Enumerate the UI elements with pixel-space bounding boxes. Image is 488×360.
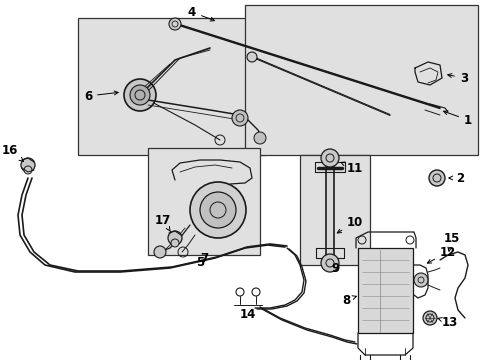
Text: 3: 3	[447, 72, 467, 85]
Circle shape	[413, 273, 427, 287]
Text: 17: 17	[155, 213, 171, 231]
Text: 15: 15	[443, 231, 459, 251]
Bar	[148, 148, 260, 255]
Text: 8: 8	[341, 293, 356, 306]
Circle shape	[169, 18, 181, 30]
Text: 16: 16	[2, 144, 23, 161]
Text: 4: 4	[187, 5, 214, 21]
Circle shape	[190, 182, 245, 238]
Text: 6: 6	[84, 90, 118, 103]
Circle shape	[320, 254, 338, 272]
Bar	[357, 248, 412, 333]
Circle shape	[246, 52, 257, 62]
Text: 7: 7	[200, 252, 207, 265]
Text: 11: 11	[340, 162, 363, 175]
Bar	[244, 5, 477, 155]
Text: 13: 13	[437, 315, 457, 328]
Circle shape	[320, 149, 338, 167]
Circle shape	[171, 239, 179, 247]
Circle shape	[168, 231, 182, 245]
Circle shape	[422, 311, 436, 325]
Circle shape	[130, 85, 150, 105]
Text: 12: 12	[427, 246, 455, 263]
Circle shape	[21, 158, 35, 172]
Text: 14: 14	[239, 309, 256, 321]
Bar	[78, 18, 264, 155]
Circle shape	[253, 132, 265, 144]
Bar	[299, 155, 369, 265]
Circle shape	[124, 79, 156, 111]
Circle shape	[200, 192, 236, 228]
Text: 1: 1	[443, 111, 471, 126]
Circle shape	[154, 246, 165, 258]
Circle shape	[24, 166, 32, 174]
Circle shape	[428, 170, 444, 186]
Text: 2: 2	[448, 171, 463, 184]
Text: 10: 10	[337, 216, 363, 233]
Text: 9: 9	[330, 261, 339, 274]
Circle shape	[231, 110, 247, 126]
Text: 5: 5	[196, 256, 203, 269]
